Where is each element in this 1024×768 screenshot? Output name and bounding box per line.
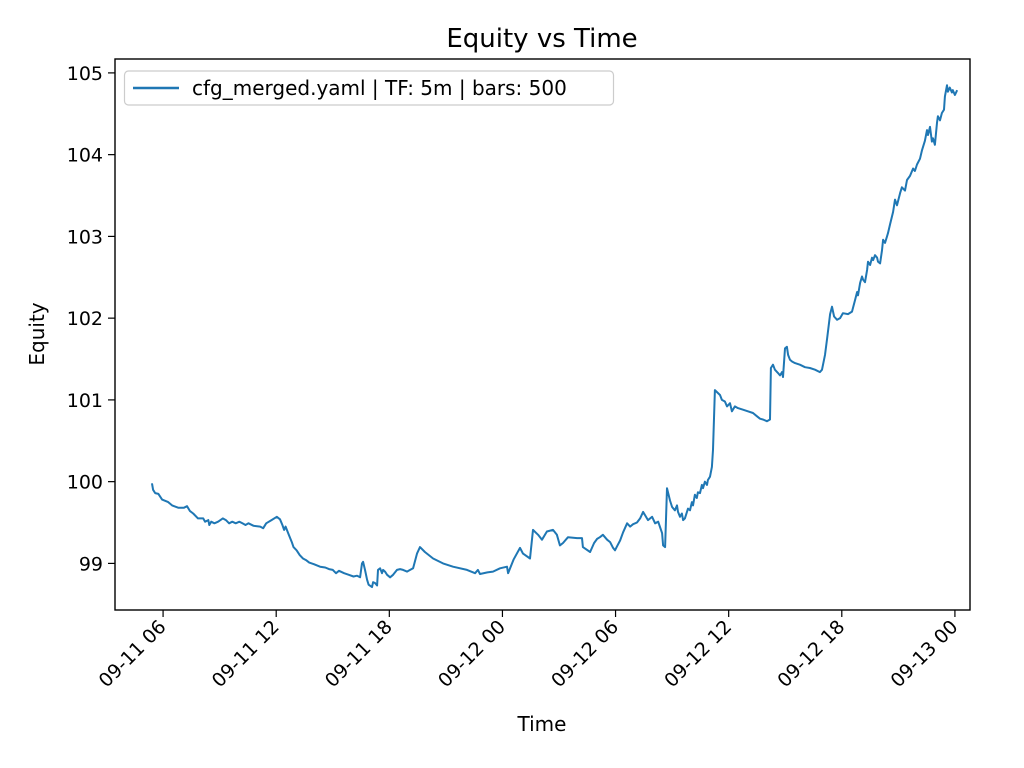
x-axis-label: Time xyxy=(517,712,567,736)
x-tick-label: 09-13 00 xyxy=(886,616,962,692)
plot-area-frame xyxy=(114,58,971,611)
y-axis-ticks: 99 100 101 102 103 104 105 xyxy=(67,63,115,575)
x-tick-label: 09-11 18 xyxy=(321,616,397,692)
legend: cfg_merged.yaml | TF: 5m | bars: 500 xyxy=(123,70,615,106)
y-tick-label: 100 xyxy=(67,472,103,494)
y-axis-label: Equity xyxy=(25,302,49,365)
y-tick-label: 104 xyxy=(67,145,103,167)
x-tick-label: 09-11 12 xyxy=(208,616,284,692)
equity-line xyxy=(151,84,958,589)
x-tick-label: 09-12 18 xyxy=(773,616,849,692)
legend-label: cfg_merged.yaml | TF: 5m | bars: 500 xyxy=(192,76,567,100)
x-tick-label: 09-12 12 xyxy=(660,616,736,692)
y-tick-label: 105 xyxy=(67,63,103,85)
y-tick-label: 102 xyxy=(67,308,103,330)
x-tick-label: 09-11 06 xyxy=(95,616,171,692)
x-tick-label: 09-12 06 xyxy=(547,616,623,692)
chart-title: Equity vs Time xyxy=(446,24,637,54)
y-tick-label: 99 xyxy=(79,553,103,575)
y-tick-label: 101 xyxy=(67,390,103,412)
x-axis-ticks: 09-11 06 09-11 12 09-11 18 09-12 00 09-12 06… xyxy=(95,610,962,692)
y-tick-label: 103 xyxy=(67,226,103,248)
x-tick-label: 09-12 00 xyxy=(434,616,510,692)
legend-box xyxy=(123,70,615,106)
